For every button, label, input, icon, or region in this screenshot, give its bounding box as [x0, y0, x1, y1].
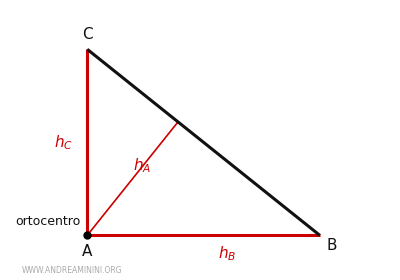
Text: B: B — [327, 238, 337, 253]
Text: A: A — [82, 244, 92, 259]
Text: C: C — [82, 27, 92, 42]
Text: $h_A$: $h_A$ — [133, 156, 151, 175]
Text: $h_B$: $h_B$ — [218, 245, 236, 263]
Text: ortocentro: ortocentro — [15, 215, 80, 228]
Text: WWW.ANDREAMININI.ORG: WWW.ANDREAMININI.ORG — [22, 266, 123, 275]
Text: $h_C$: $h_C$ — [54, 133, 73, 152]
